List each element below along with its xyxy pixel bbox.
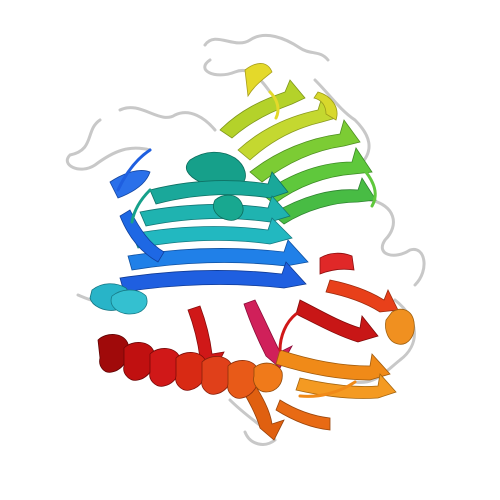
beta-sheet-middle xyxy=(131,151,293,249)
helix-cyan-left-2 xyxy=(110,289,148,315)
loop-orange xyxy=(298,380,357,398)
strand-orange-bottom xyxy=(275,399,331,431)
strand-red-2 xyxy=(319,252,355,275)
strand-green-2 xyxy=(261,147,373,205)
coil-loop-left xyxy=(66,118,152,171)
helix-teal-small xyxy=(213,194,244,221)
loop-green xyxy=(358,163,377,208)
strand-yellow-right xyxy=(313,91,338,121)
colored-loops xyxy=(116,90,377,398)
beta-sheet-blue xyxy=(89,170,309,315)
strand-cyan-2 xyxy=(131,217,293,249)
strand-teal-2 xyxy=(149,171,289,205)
strand-green-1 xyxy=(249,119,361,183)
helix-red-turn-6 xyxy=(227,360,260,399)
loop-blue xyxy=(116,148,152,192)
beta-sheet-upper xyxy=(219,63,377,225)
strand-green-3 xyxy=(271,177,377,225)
coil-loop-left-upper xyxy=(118,106,217,132)
helix-orange-turn-7 xyxy=(253,362,283,393)
beta-sheet-red xyxy=(187,252,399,373)
coil-loop-right xyxy=(368,198,426,287)
strand-blue-3 xyxy=(109,170,151,199)
helix-orange-right xyxy=(385,308,415,345)
loop-yellow xyxy=(268,90,280,120)
strand-red-3 xyxy=(295,299,379,343)
strand-blue-2 xyxy=(119,261,307,293)
coil-loop-bottom xyxy=(228,398,277,446)
strand-yellow-green-1 xyxy=(219,79,306,139)
loop-red xyxy=(278,312,298,352)
alpha-helix-red xyxy=(97,334,283,399)
strand-yellow-top xyxy=(244,63,273,98)
loop-teal xyxy=(130,188,152,224)
coil-loop-top xyxy=(203,34,330,62)
coil-loop-right-upper xyxy=(313,78,371,167)
strand-orange-1 xyxy=(275,349,391,381)
strand-red-orange xyxy=(325,279,399,313)
strand-blue-1 xyxy=(127,239,309,271)
